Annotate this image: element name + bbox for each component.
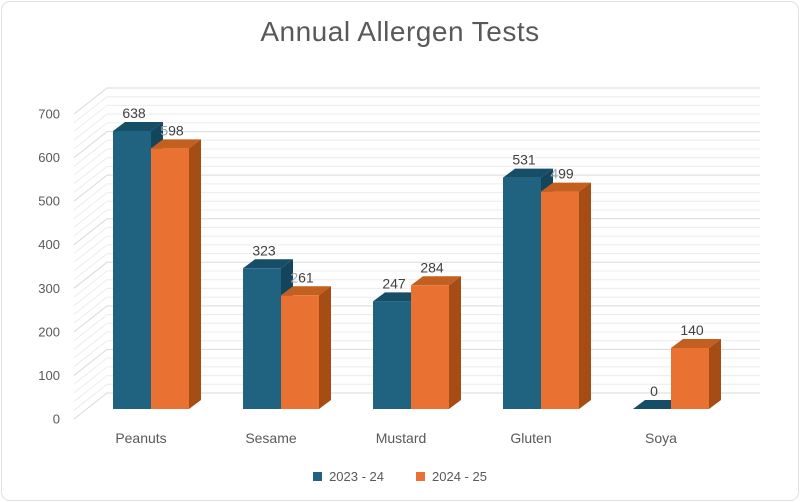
bar-2023-24-gluten-top-face [503, 168, 553, 178]
chart-title: Annual Allergen Tests [260, 16, 540, 47]
legend-item-2024-25[interactable]: 2024 - 25 [416, 469, 487, 484]
data-label-2024-25-peanuts: 598 [160, 122, 184, 138]
y-axis-tick-label: 400 [38, 237, 60, 252]
bar-2023-24-sesame[interactable] [243, 268, 281, 409]
bar-2024-25-soya-top-face [671, 339, 721, 348]
gridline [73, 131, 760, 158]
bar-2024-25-sesame[interactable] [281, 295, 319, 409]
gridline [73, 113, 760, 141]
bar-2024-25-sesame-side-face [319, 286, 331, 409]
gridline [73, 165, 760, 193]
bar-2024-25-mustard-top-face [411, 276, 461, 286]
bar-2023-24-mustard[interactable] [373, 301, 411, 409]
legend-item-label: 2023 - 24 [329, 469, 384, 484]
legend-item-label: 2024 - 25 [432, 469, 487, 484]
y-axis-tick-label: 500 [38, 194, 60, 209]
category-label-soya: Soya [645, 430, 677, 446]
data-label-2023-24-mustard: 247 [382, 275, 406, 291]
data-label-2024-25-soya: 140 [680, 322, 704, 338]
category-label-mustard: Mustard [376, 430, 427, 446]
y-axis-tick-label: 700 [38, 107, 60, 122]
category-label-peanuts: Peanuts [115, 430, 166, 446]
gridline [73, 157, 760, 185]
y-axis-tick-label: 600 [38, 150, 60, 165]
bar-2024-25-gluten-side-face [579, 182, 591, 409]
bar-2024-25-gluten-top-face [541, 182, 591, 192]
gridline [73, 96, 760, 124]
data-label-2024-25-mustard: 284 [420, 259, 444, 275]
bar-2024-25-sesame-top-face [281, 286, 331, 296]
data-label-2024-25-gluten: 499 [550, 166, 574, 182]
gridline [73, 139, 760, 167]
bar-2023-24-soya[interactable] [633, 400, 683, 409]
y-axis-tick-label: 0 [53, 412, 60, 427]
bar-2024-25-peanuts-side-face [189, 139, 201, 409]
gridline [73, 122, 760, 150]
bar-2023-24-peanuts[interactable] [113, 131, 151, 409]
y-axis-tick-label: 300 [38, 281, 60, 296]
bar-2023-24-mustard-top-face [373, 292, 423, 302]
data-label-2024-25-sesame: 261 [290, 269, 314, 285]
data-label-2023-24-sesame: 323 [252, 242, 276, 258]
data-label-2023-24-gluten: 531 [512, 152, 536, 168]
bar-2024-25-gluten[interactable] [541, 191, 579, 409]
bar-2023-24-gluten[interactable] [503, 177, 541, 409]
bar-2024-25-soya[interactable] [671, 348, 709, 409]
y-axis-tick-label: 200 [38, 324, 60, 339]
category-label-gluten: Gluten [510, 430, 551, 446]
category-label-sesame: Sesame [245, 430, 297, 446]
bar-2023-24-peanuts-top-face [113, 122, 163, 131]
legend: 2023 - 24 2024 - 25 [2, 469, 798, 484]
gridline [73, 148, 760, 176]
legend-swatch [313, 472, 323, 481]
y-axis-tick-label: 100 [38, 368, 60, 383]
legend-swatch [416, 472, 425, 481]
bar-2024-25-soya-side-face [709, 339, 721, 409]
bar-2024-25-mustard-side-face [449, 276, 461, 409]
gridline [73, 87, 760, 115]
data-label-2023-24-peanuts: 638 [122, 105, 146, 121]
bar-2024-25-peanuts[interactable] [151, 148, 189, 409]
bar-2024-25-mustard[interactable] [411, 285, 449, 409]
legend-item-2023-24[interactable]: 2023 - 24 [313, 469, 384, 484]
gridline [73, 104, 760, 132]
data-label-2023-24-soya: 0 [650, 383, 658, 399]
bar-2024-25-peanuts-top-face [151, 139, 201, 149]
bar-2023-24-sesame-top-face [243, 259, 293, 269]
